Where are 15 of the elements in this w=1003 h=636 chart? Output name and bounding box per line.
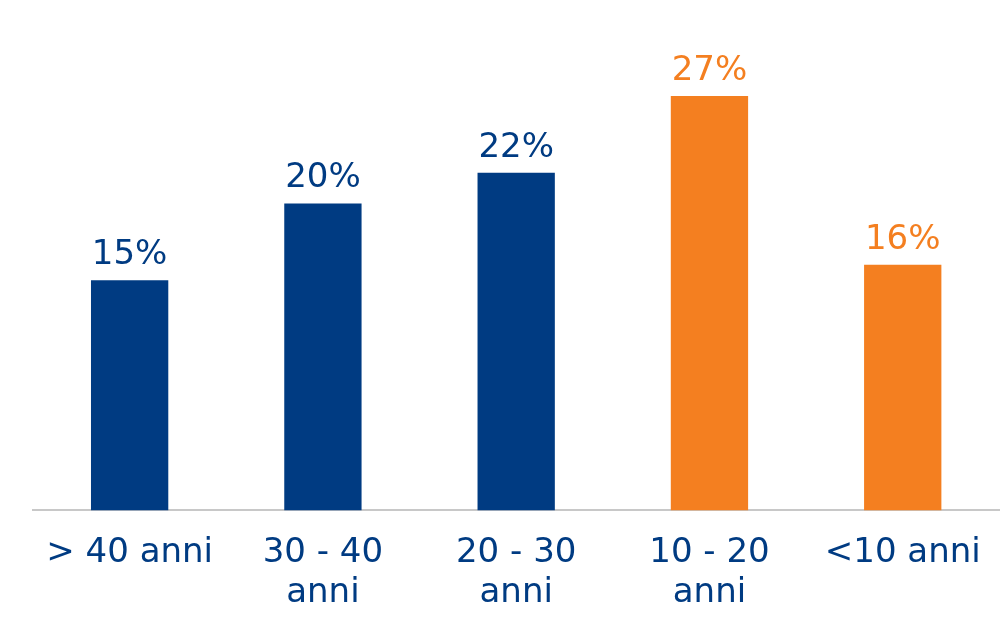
bar [284,203,362,511]
x-tick-label: 10 - 20 anni [649,529,770,611]
data-label: 22% [478,124,554,165]
bar [477,172,555,511]
x-tick-label: <10 anni [824,529,981,570]
data-label: 27% [671,47,748,88]
bar [864,264,942,511]
x-tick-label: 30 - 40 anni [262,529,384,611]
data-label: 20% [285,155,361,196]
x-tick-label: 20 - 30 anni [455,529,577,611]
bar [90,280,169,511]
data-label: 15% [91,232,168,273]
x-tick-label: > 40 anni [46,529,214,570]
bar [670,96,749,511]
data-label: 16% [864,216,941,257]
